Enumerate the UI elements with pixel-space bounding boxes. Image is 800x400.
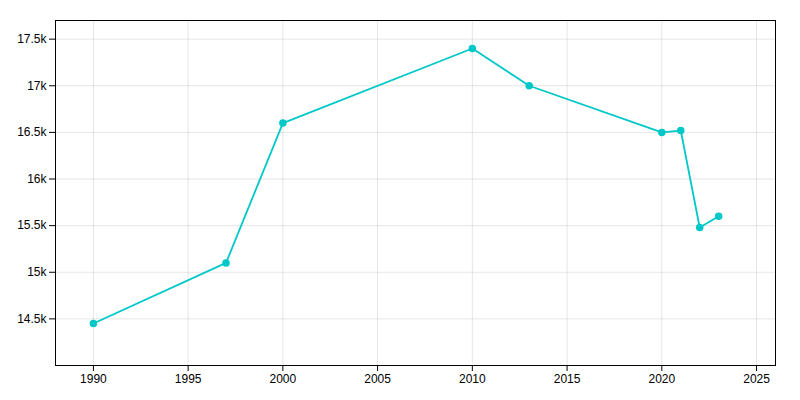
svg-text:2015: 2015 (554, 372, 581, 386)
svg-text:17.5k: 17.5k (17, 32, 47, 46)
svg-text:2000: 2000 (270, 372, 297, 386)
svg-text:16.5k: 16.5k (17, 125, 47, 139)
svg-text:2005: 2005 (364, 372, 391, 386)
svg-text:2025: 2025 (743, 372, 770, 386)
svg-text:17k: 17k (27, 79, 47, 93)
svg-text:15k: 15k (27, 265, 47, 279)
svg-text:2010: 2010 (459, 372, 486, 386)
svg-text:2020: 2020 (648, 372, 675, 386)
svg-text:1995: 1995 (175, 372, 202, 386)
svg-text:1990: 1990 (80, 372, 107, 386)
svg-text:16k: 16k (27, 172, 47, 186)
svg-text:15.5k: 15.5k (17, 218, 47, 232)
svg-text:14.5k: 14.5k (17, 312, 47, 326)
